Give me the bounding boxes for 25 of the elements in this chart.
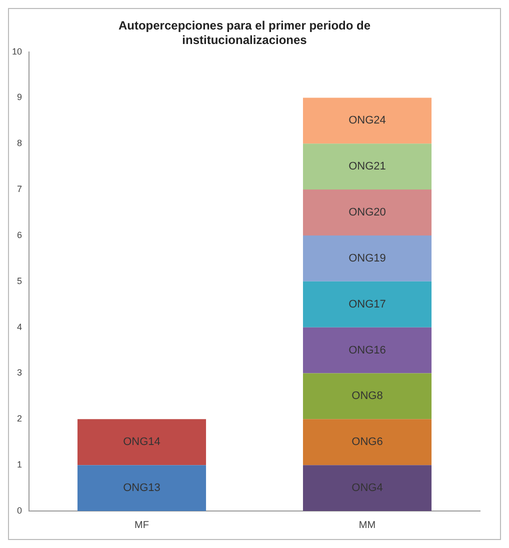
series-label: ONG21 <box>348 160 386 173</box>
series-label: ONG20 <box>348 206 386 219</box>
series-label: ONG6 <box>352 436 383 448</box>
y-tick-label: 2 <box>16 414 22 424</box>
y-tick-label: 9 <box>16 92 22 102</box>
series-label: ONG13 <box>123 482 160 494</box>
series-label: ONG17 <box>348 298 386 310</box>
series-label: ONG24 <box>348 114 386 127</box>
series-label: ONG4 <box>352 482 383 494</box>
y-tick-label: 8 <box>16 138 22 148</box>
y-tick-label: 0 <box>16 505 22 516</box>
y-tick-label: 3 <box>16 368 22 378</box>
y-tick-label: 7 <box>16 184 22 194</box>
series-label: ONG8 <box>352 390 383 402</box>
x-tick-label: MM <box>358 520 376 531</box>
series-label: ONG19 <box>348 252 386 264</box>
series-label: ONG16 <box>348 344 386 356</box>
x-tick-label: MF <box>134 520 149 531</box>
y-tick-label: 6 <box>16 230 22 240</box>
y-tick-label: 4 <box>16 322 22 332</box>
y-tick-label: 1 <box>16 460 22 470</box>
series-label: ONG14 <box>123 436 160 448</box>
chart-title: Autopercepciones para el primer periodo de institucionalizaciones <box>118 18 371 47</box>
y-tick-label: 5 <box>16 276 22 286</box>
y-tick-label: 10 <box>12 46 22 56</box>
